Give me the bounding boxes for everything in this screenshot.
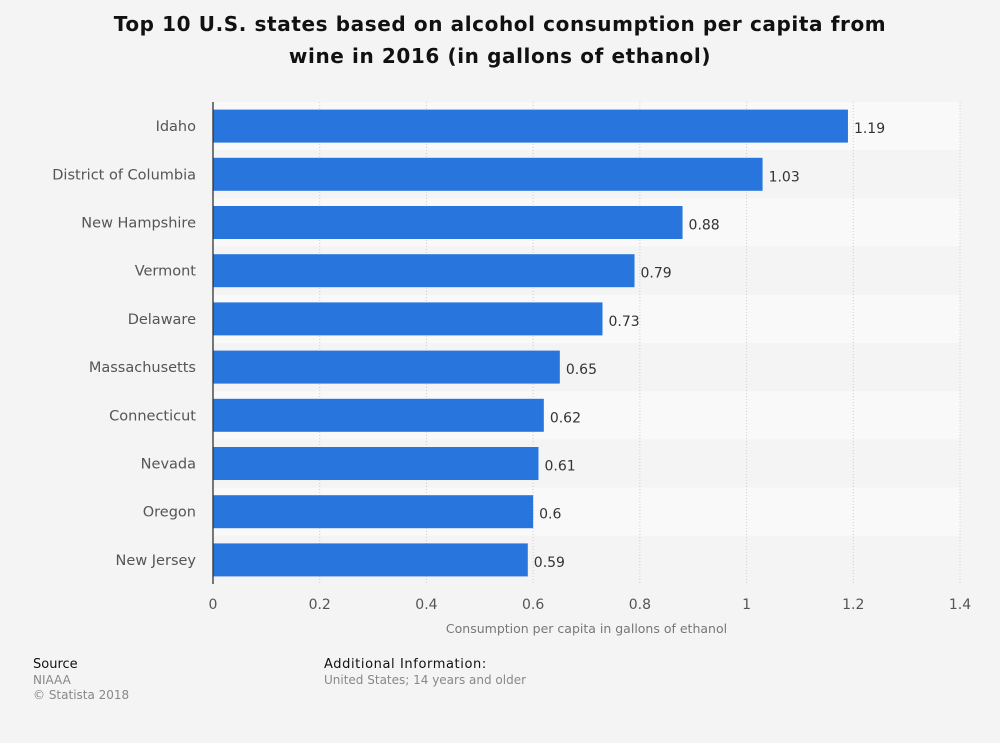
- category-label: New Hampshire: [81, 216, 196, 232]
- additional-info-block: Additional Information: United States; 1…: [324, 657, 526, 688]
- data-label: 0.73: [609, 314, 640, 330]
- bar: [213, 447, 539, 480]
- bar: [213, 495, 534, 529]
- bar-chart: 0 0.2 0.4 0.6 0.8 1 1.2 1.4 Idaho 1.19 District of…: [52, 102, 971, 636]
- chart-title-line-1: Top 10 U.S. states based on alcohol cons…: [113, 12, 887, 36]
- x-tick-label: 1.2: [842, 597, 864, 613]
- x-tick-label: 1.4: [949, 597, 971, 613]
- data-label: 0.65: [566, 362, 597, 378]
- category-label: Massachusetts: [89, 360, 196, 376]
- bar: [213, 157, 763, 191]
- source-name: NIAAA: [33, 673, 71, 687]
- x-tick-label: 0.2: [309, 597, 331, 613]
- data-label: 0.88: [689, 218, 720, 234]
- bar: [213, 254, 635, 288]
- data-label: 1.03: [769, 169, 800, 185]
- additional-info-text: United States; 14 years and older: [324, 673, 527, 687]
- source-block: Source NIAAA © Statista 2018: [33, 657, 129, 703]
- x-tick-label: 0.4: [415, 597, 437, 613]
- additional-info-heading: Additional Information:: [324, 657, 487, 672]
- source-heading: Source: [33, 657, 78, 672]
- bar: [213, 302, 603, 336]
- data-label: 0.59: [534, 555, 565, 571]
- x-tick-label: 0: [209, 597, 218, 613]
- category-label: Vermont: [135, 264, 197, 280]
- x-tick-label: 1: [742, 597, 751, 613]
- bar: [213, 109, 848, 143]
- data-label: 1.19: [854, 121, 885, 137]
- x-tick-label: 0.6: [522, 597, 544, 613]
- data-label: 0.6: [539, 507, 561, 523]
- chart-title-line-2: wine in 2016 (in gallons of ethanol): [288, 44, 712, 68]
- chart-title: Top 10 U.S. states based on alcohol cons…: [60, 8, 940, 72]
- category-label: New Jersey: [116, 553, 197, 569]
- category-label: Connecticut: [109, 408, 196, 424]
- bar: [213, 398, 544, 432]
- x-axis-title: Consumption per capita in gallons of eth…: [446, 621, 727, 636]
- data-label: 0.61: [544, 459, 575, 475]
- bar: [213, 543, 528, 577]
- category-label: Oregon: [143, 505, 196, 521]
- data-label: 0.79: [641, 266, 672, 282]
- bar: [213, 206, 683, 239]
- category-label: Idaho: [156, 119, 197, 135]
- data-label: 0.62: [550, 410, 581, 426]
- x-tick-label: 0.8: [629, 597, 651, 613]
- bar: [213, 350, 560, 384]
- category-label: District of Columbia: [52, 167, 196, 183]
- category-label: Delaware: [128, 312, 196, 328]
- copyright: © Statista 2018: [33, 688, 130, 702]
- category-label: Nevada: [141, 457, 196, 473]
